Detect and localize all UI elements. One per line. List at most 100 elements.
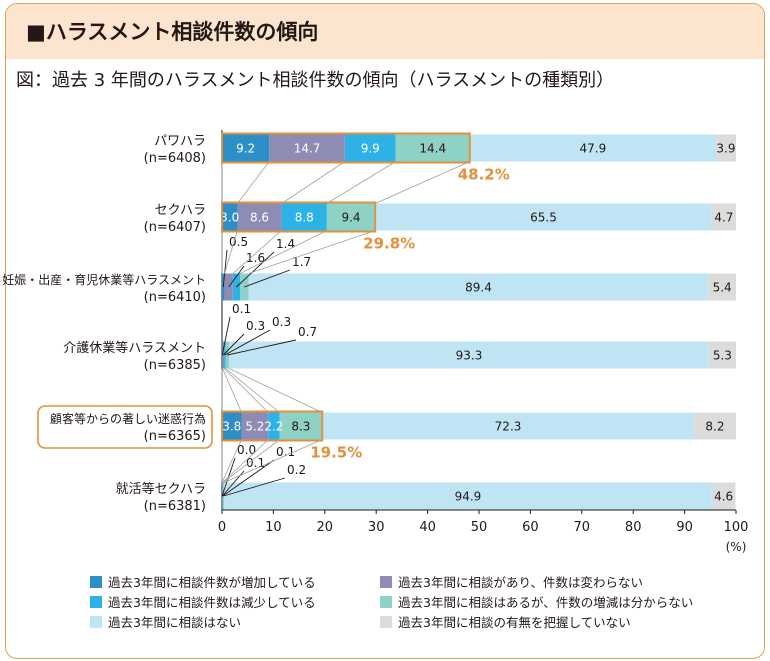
- legend-label: 過去3年間に相談はない: [108, 615, 241, 630]
- bar-value-label: 3.0: [220, 211, 239, 225]
- callout-leader-line: [236, 251, 275, 288]
- category-n-label: (n=6408): [144, 151, 206, 166]
- legend-item: 過去3年間に相談はあるが、件数の増減は分からない: [380, 592, 693, 611]
- legend-swatch: [90, 616, 102, 628]
- legend-label: 過去3年間に相談件数が増加している: [108, 575, 316, 590]
- bar-segment: [248, 273, 709, 301]
- bar-segment: [715, 134, 736, 162]
- x-tick-label: 10: [265, 520, 282, 535]
- connector-line: [225, 368, 280, 413]
- bar-value-label: 89.4: [465, 281, 492, 295]
- bar-segment: [322, 412, 694, 440]
- x-tick-label: 90: [676, 520, 693, 535]
- connector-line: [222, 439, 280, 483]
- bar-value-label: 4.6: [714, 490, 733, 504]
- bar-segment: [268, 412, 280, 440]
- chart-frame: ■ハラスメント相談件数の傾向: [5, 3, 765, 659]
- bar-value-label: 9.4: [341, 211, 360, 225]
- legend-item: 過去3年間に相談があり、件数は変わらない: [380, 572, 643, 591]
- legend-swatch: [380, 616, 392, 628]
- bar-value-label: 93.3: [456, 349, 483, 363]
- callout-value-label: 0.1: [232, 302, 251, 316]
- category-label: セクハラ: [155, 203, 206, 218]
- bar-segment: [395, 134, 470, 162]
- callout-value-label: 1.4: [276, 237, 295, 251]
- total-highlight-box: [221, 410, 324, 442]
- connector-line: [375, 161, 470, 204]
- category-label: パワハラ: [154, 134, 206, 149]
- callout-leader-line: [244, 269, 291, 288]
- header-band: ■ハラスメント相談件数の傾向: [6, 4, 764, 59]
- connector-line: [222, 439, 269, 483]
- bar-segment: [279, 412, 323, 440]
- x-tick-label: 40: [419, 520, 436, 535]
- callout-leader-line: [227, 339, 297, 356]
- legend-label: 過去3年間に相談があり、件数は変わらない: [398, 575, 643, 590]
- callout-leader-line: [223, 477, 286, 497]
- bar-value-label: 9.9: [361, 142, 380, 156]
- callout-value-label: 0.1: [276, 445, 295, 459]
- bar-segment: [229, 341, 709, 369]
- bar-segment: [711, 203, 736, 231]
- bar-segment: [708, 273, 736, 301]
- connector-line: [222, 368, 242, 413]
- x-tick-label: 100: [724, 520, 749, 535]
- x-axis-unit: (%): [726, 540, 747, 554]
- x-tick-label: 60: [522, 520, 539, 535]
- bar-segment: [469, 134, 716, 162]
- legend-swatch: [90, 576, 102, 588]
- bar-value-label: 5.3: [713, 349, 732, 363]
- bar-segment: [222, 134, 270, 162]
- callout-value-label: 0.2: [287, 463, 306, 477]
- bar-value-label: 65.5: [530, 211, 557, 225]
- connector-line: [326, 161, 396, 204]
- connector-line: [248, 230, 376, 274]
- callout-value-label: 1.6: [246, 251, 265, 265]
- legend-item: 過去3年間に相談件数は減少している: [90, 592, 316, 611]
- bar-segment: [375, 203, 712, 231]
- bar-value-label: 47.9: [579, 142, 606, 156]
- legend-label: 過去3年間に相談件数は減少している: [108, 595, 316, 610]
- bar-segment: [711, 482, 736, 510]
- callout-leader-line: [228, 265, 245, 288]
- connector-line: [221, 439, 242, 483]
- bar-value-label: 2.2: [264, 420, 283, 434]
- stacked-bar-chart: 0 10 20 30 40 50 60 70 80 90 100 (%) パワハラ (n=6408) セクハ…: [2, 130, 749, 554]
- bar-value-label: 8.8: [295, 211, 314, 225]
- legend-item: 過去3年間に相談の有無を把握していない: [380, 612, 631, 631]
- callout-leader-line: [222, 249, 228, 288]
- x-tick-label: 0: [218, 520, 226, 535]
- legend-item: 過去3年間に相談件数が増加している: [90, 572, 316, 591]
- legend-swatch: [380, 576, 392, 588]
- total-value-label: 19.5%: [310, 444, 362, 462]
- bar-segment: [326, 203, 376, 231]
- bar-value-label: 3.9: [716, 142, 735, 156]
- callout-value-label: 0.3: [272, 315, 291, 329]
- legend-swatch: [90, 596, 102, 608]
- callout-value-label: 0.0: [237, 443, 256, 457]
- bar-value-label: 94.9: [455, 490, 482, 504]
- bar-segment: [281, 203, 327, 231]
- bar-segment: [222, 412, 242, 440]
- x-tick-label: 30: [368, 520, 385, 535]
- legend-label: 過去3年間に相談はあるが、件数の増減は分からない: [398, 595, 694, 610]
- connector-line: [237, 161, 270, 204]
- category-label: 介護休業等ハラスメント: [63, 340, 206, 356]
- callout-value-label: 1.7: [292, 255, 311, 269]
- callout-leader-line: [221, 316, 231, 356]
- bar-segment: [269, 134, 345, 162]
- bar-value-label: 8.6: [250, 211, 269, 225]
- callout-leader-line: [222, 459, 275, 497]
- bar-segment: [693, 412, 736, 440]
- callout-value-label: 0.5: [229, 235, 248, 249]
- connector-line: [281, 161, 346, 204]
- bar-value-label: 72.3: [495, 420, 522, 434]
- bar-segment: [344, 134, 396, 162]
- callout-leader-line: [222, 333, 245, 356]
- bar-value-label: 14.7: [294, 142, 321, 156]
- callout-value-label: 0.3: [246, 319, 265, 333]
- bar-value-label: 8.3: [291, 420, 310, 434]
- callout-value-label: 0.7: [298, 325, 317, 339]
- header-title: ■ハラスメント相談件数の傾向: [26, 20, 319, 44]
- total-highlight-box: [221, 132, 471, 164]
